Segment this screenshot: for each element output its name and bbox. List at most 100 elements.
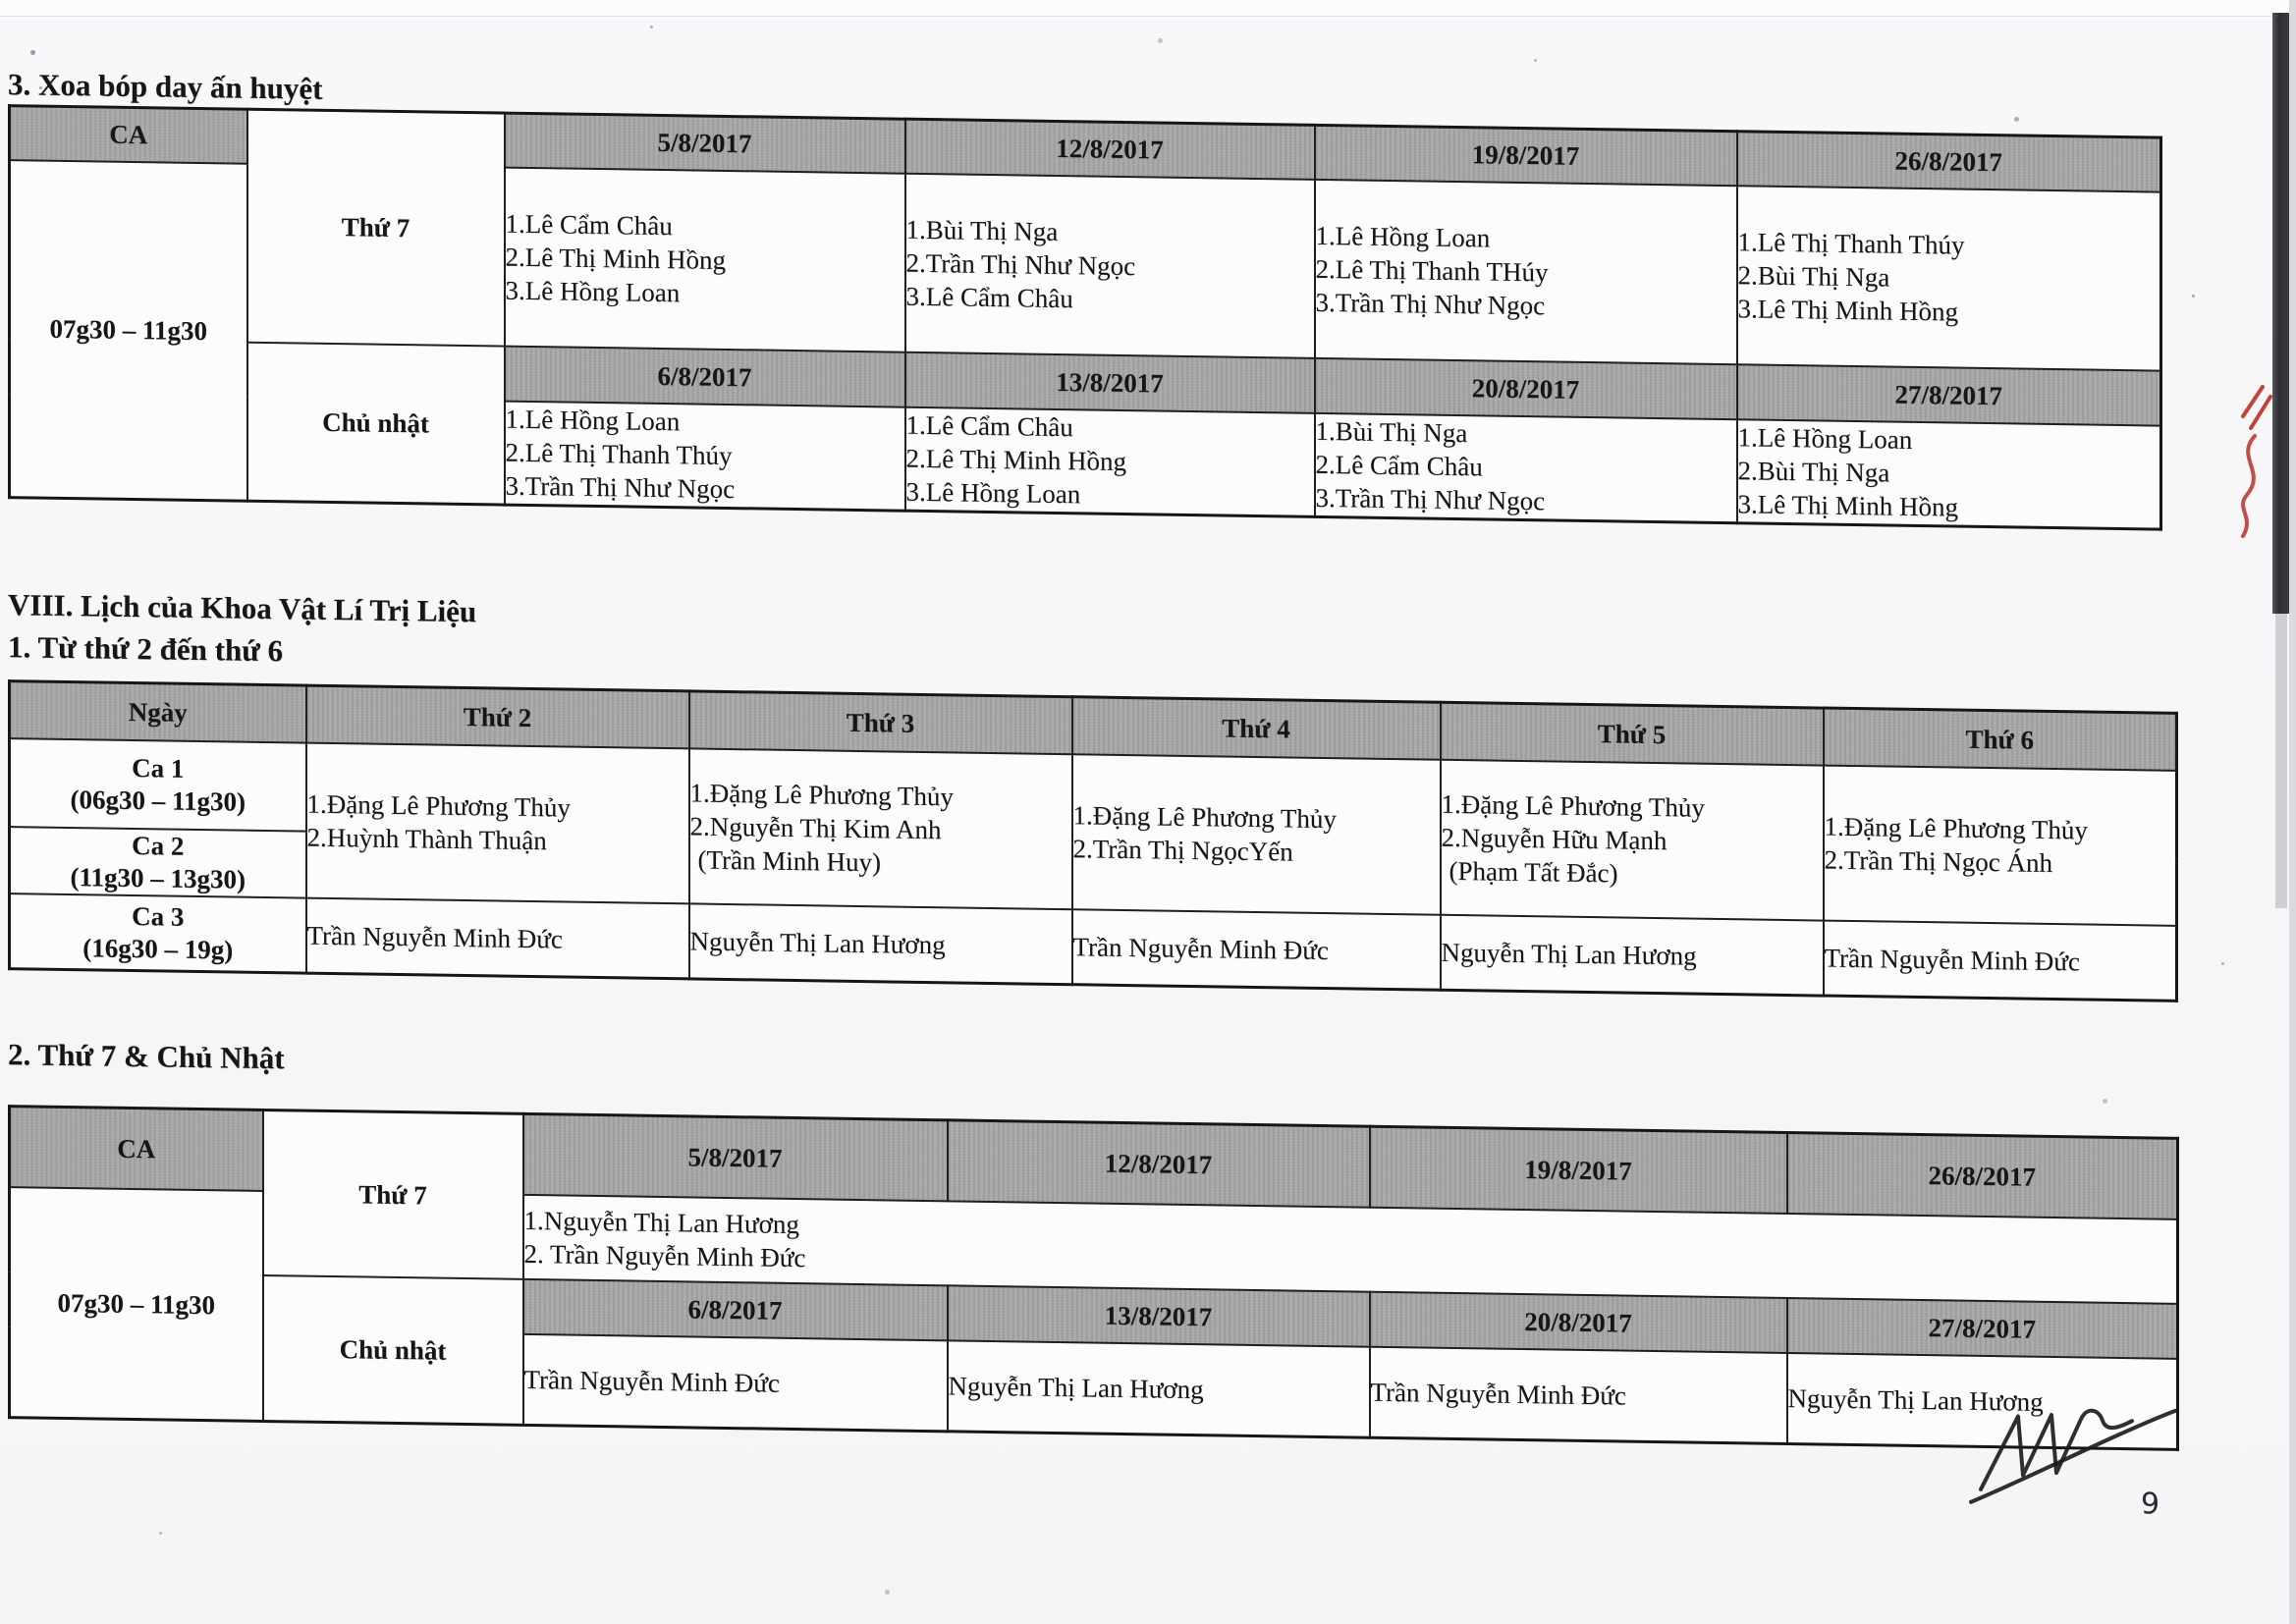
weekday-subsection-title: 1. Từ thứ 2 đến thứ 6 bbox=[8, 629, 284, 669]
staff-name: 3.Lê Cẩm Châu bbox=[905, 281, 1073, 313]
staff-name-cell: Nguyễn Thị Lan Hương bbox=[1440, 914, 1824, 997]
staff-name-cell: Trần Nguyễn Minh Đức bbox=[1369, 1346, 1787, 1444]
date-header-cell: 6/8/2017 bbox=[522, 1278, 948, 1340]
date-header-cell: 19/8/2017 bbox=[1314, 125, 1737, 186]
staff-name: 2.Huỳnh Thành Thuận bbox=[306, 822, 547, 855]
staff-name: 3.Lê Hồng Loan bbox=[505, 275, 681, 307]
handwritten-signature bbox=[1969, 1408, 2177, 1504]
staff-name: 1.Đặng Lê Phương Thủy bbox=[689, 777, 954, 811]
staff-name: 3.Trần Thị Như Ngọc bbox=[1315, 287, 1546, 320]
staff-name: 2.Nguyễn Hữu Mạnh bbox=[1441, 822, 1667, 855]
staff-name: 2.Trần Thị NgọcYến bbox=[1072, 833, 1293, 867]
staff-list-cell: 1.Đặng Lê Phương Thủy 2.Nguyễn Hữu Mạnh … bbox=[1440, 759, 1824, 921]
staff-name: (Trần Minh Huy) bbox=[697, 844, 882, 877]
shift-label: Ca 3 bbox=[132, 900, 185, 932]
shift2-label-cell: Ca 2 (11g30 – 13g30) bbox=[9, 826, 306, 898]
scanner-edge-light bbox=[2289, 0, 2296, 1624]
staff-list-cell: 1.Đặng Lê Phương Thủy 2.Nguyễn Thị Kim A… bbox=[688, 747, 1072, 909]
weekday-header-cell: Thứ 4 bbox=[1071, 696, 1441, 760]
staff-name: 3.Lê Hồng Loan bbox=[905, 476, 1081, 510]
staff-list-cell: 1.Lê Cẩm Châu 2.Lê Thị Minh Hồng 3.Lê Hồ… bbox=[904, 406, 1315, 517]
date-header-cell: 6/8/2017 bbox=[504, 346, 905, 407]
scan-top-band bbox=[0, 0, 2296, 17]
page-number: 9 bbox=[2141, 1487, 2160, 1522]
date-header-cell: 26/8/2017 bbox=[1736, 131, 2161, 192]
scanner-edge-fade bbox=[2275, 614, 2287, 908]
sunday-label-cell: Chủ nhật bbox=[246, 342, 505, 506]
staff-list-cell: 1.Lê Hồng Loan 2.Lê Thị Thanh THúy 3.Trầ… bbox=[1314, 179, 1737, 364]
weekday-header-cell: Thứ 5 bbox=[1440, 702, 1824, 766]
staff-name: 1.Đặng Lê Phương Thủy bbox=[306, 788, 571, 823]
physio-weekday-table: Ngày Thứ 2 Thứ 3 Thứ 4 Thứ 5 Thứ 6 Ca 1 … bbox=[8, 679, 2178, 1002]
staff-list-cell: 1.Lê Hồng Loan 2.Lê Thị Thanh Thúy 3.Trầ… bbox=[504, 401, 905, 512]
staff-name: 2.Nguyễn Thị Kim Anh bbox=[689, 810, 942, 844]
staff-name-cell: Trần Nguyễn Minh Đức bbox=[1071, 908, 1441, 991]
weekday-header-cell: Thứ 2 bbox=[305, 685, 689, 748]
staff-name: 1.Đặng Lê Phương Thủy bbox=[1072, 799, 1337, 834]
date-header-cell: 12/8/2017 bbox=[904, 119, 1315, 180]
date-header-cell: 27/8/2017 bbox=[1786, 1297, 2178, 1359]
staff-name-cell: Nguyễn Thị Lan Hương bbox=[947, 1339, 1370, 1438]
section8-title: VIII. Lịch của Khoa Vật Lí Trị Liệu bbox=[8, 587, 477, 629]
day-column-header: Ngày bbox=[9, 680, 306, 743]
saturday-label-cell: Thứ 7 bbox=[246, 109, 505, 347]
staff-list-cell: 1.Lê Cẩm Châu 2.Lê Thị Minh Hồng 3.Lê Hồ… bbox=[504, 167, 905, 352]
staff-name: 1.Lê Thị Thanh Thúy bbox=[1737, 226, 1965, 260]
massage-schedule-table: CA Thứ 7 5/8/2017 12/8/2017 19/8/2017 26… bbox=[8, 104, 2162, 531]
staff-name: 2.Trần Thị Ngọc Ánh bbox=[1824, 844, 2053, 878]
staff-list-cell: 1.Đặng Lê Phương Thủy 2.Huỳnh Thành Thuậ… bbox=[305, 742, 689, 903]
date-header-cell: 20/8/2017 bbox=[1314, 357, 1737, 419]
staff-list-cell: 1.Đặng Lê Phương Thủy 2.Trần Thị Ngọc Án… bbox=[1823, 765, 2177, 926]
shift-label: Ca 1 bbox=[132, 752, 185, 784]
staff-name: 3.Trần Thị Như Ngọc bbox=[1315, 483, 1546, 516]
staff-name-cell: Nguyễn Thị Lan Hương bbox=[688, 902, 1072, 985]
shift-time: (11g30 – 13g30) bbox=[70, 861, 246, 894]
date-header-cell: 13/8/2017 bbox=[904, 352, 1315, 413]
shift-time-cell: 07g30 – 11g30 bbox=[9, 159, 247, 502]
staff-list-cell: 1.Bùi Thị Nga 2.Lê Cẩm Châu 3.Trần Thị N… bbox=[1314, 412, 1737, 523]
staff-name: 3.Lê Thị Minh Hồng bbox=[1737, 293, 1959, 327]
shift-time: (06g30 – 11g30) bbox=[70, 784, 246, 817]
date-header-cell: 27/8/2017 bbox=[1736, 363, 2161, 426]
staff-name: 2.Lê Thị Thanh THúy bbox=[1315, 253, 1549, 287]
physio-weekend-table: CA Thứ 7 5/8/2017 12/8/2017 19/8/2017 26… bbox=[8, 1105, 2179, 1451]
date-header-cell: 13/8/2017 bbox=[947, 1284, 1370, 1347]
section3-title: 3. Xoa bóp day ấn huyệt bbox=[8, 67, 323, 106]
date-header-cell: 5/8/2017 bbox=[504, 113, 905, 174]
staff-list-cell: 1.Đặng Lê Phương Thủy 2.Trần Thị NgọcYến bbox=[1071, 753, 1441, 915]
staff-name: 1.Đặng Lê Phương Thủy bbox=[1441, 788, 1705, 823]
ca-header-cell: CA bbox=[9, 105, 247, 164]
date-header-cell: 26/8/2017 bbox=[1786, 1132, 2178, 1219]
staff-name: (Phạm Tất Đắc) bbox=[1449, 855, 1618, 888]
staff-list-cell: 1.Lê Hồng Loan 2.Bùi Thị Nga 3.Lê Thị Mi… bbox=[1736, 418, 2161, 530]
weekday-header-cell: Thứ 3 bbox=[688, 690, 1072, 754]
staff-name: 2.Lê Thị Minh Hồng bbox=[505, 242, 727, 275]
shift1-label-cell: Ca 1 (06g30 – 11g30) bbox=[9, 737, 306, 832]
shift-label: Ca 2 bbox=[132, 830, 185, 861]
staff-name-cell: Trần Nguyễn Minh Đức bbox=[1823, 920, 2177, 1001]
date-header-cell: 5/8/2017 bbox=[522, 1113, 948, 1201]
weekend-subsection-title: 2. Thứ 7 & Chủ Nhật bbox=[8, 1037, 285, 1076]
shift-time-cell: 07g30 – 11g30 bbox=[9, 1186, 263, 1422]
scanner-edge-strip bbox=[2272, 13, 2289, 614]
staff-name: 1.Lê Cẩm Châu bbox=[505, 208, 673, 241]
shift-time: (16g30 – 19g) bbox=[82, 932, 234, 965]
shift3-label-cell: Ca 3 (16g30 – 19g) bbox=[9, 893, 306, 974]
date-header-cell: 12/8/2017 bbox=[947, 1119, 1370, 1208]
staff-name: 3.Lê Thị Minh Hồng bbox=[1737, 489, 1959, 522]
red-pen-mark bbox=[2241, 385, 2272, 538]
staff-name: 3.Trần Thị Như Ngọc bbox=[505, 470, 736, 505]
saturday-label-cell: Thứ 7 bbox=[262, 1110, 523, 1279]
staff-name: 2.Bùi Thị Nga bbox=[1737, 259, 1890, 293]
sunday-label-cell: Chủ nhật bbox=[262, 1274, 523, 1426]
date-header-cell: 19/8/2017 bbox=[1369, 1126, 1787, 1214]
staff-name: 2.Trần Thị Như Ngọc bbox=[905, 247, 1136, 281]
staff-name: 1.Đặng Lê Phương Thủy bbox=[1824, 811, 2088, 845]
staff-name-cell: Trần Nguyễn Minh Đức bbox=[305, 897, 689, 979]
ca-header-cell: CA bbox=[9, 1106, 263, 1191]
staff-name: 1.Bùi Thị Nga bbox=[905, 214, 1059, 246]
staff-name: 1.Lê Hồng Loan bbox=[1315, 220, 1491, 253]
staff-list-cell: 1.Lê Thị Thanh Thúy 2.Bùi Thị Nga 3.Lê T… bbox=[1736, 185, 2161, 371]
